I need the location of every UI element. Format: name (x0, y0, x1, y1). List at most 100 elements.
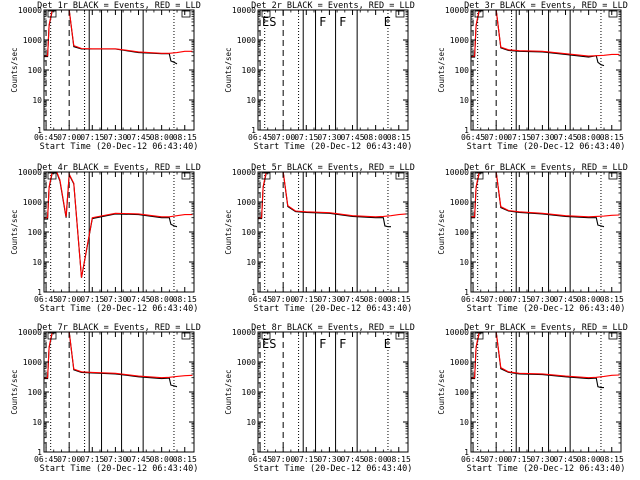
x-tick-label: 08:00 (150, 455, 174, 464)
y-tick-label: 1 (37, 448, 42, 457)
y-tick-label: 10 (32, 96, 42, 105)
y-tick-label: 100 (455, 66, 470, 75)
legend-box (608, 332, 618, 340)
series-line-events (44, 172, 178, 278)
y-axis-label: Counts/sec (224, 209, 233, 254)
y-tick-label: 10000 (18, 168, 42, 177)
x-tick-label: 07:15 (80, 133, 104, 142)
x-tick-label: 06:45 (248, 295, 272, 304)
x-tick-label: 07:45 (553, 133, 577, 142)
x-tick-label: 07:30 (530, 455, 554, 464)
event-label: E (384, 337, 391, 351)
legend-box (608, 172, 618, 180)
y-tick-label: 10 (459, 418, 469, 427)
y-tick-label: 1 (37, 288, 42, 297)
y-tick-label: 1000 (450, 198, 469, 207)
chart-title: Det 5r BLACK = Events, RED = LLD (251, 163, 415, 173)
legend-box (261, 172, 271, 180)
x-tick-label: 08:15 (600, 133, 624, 142)
y-tick-label: 1000 (23, 358, 42, 367)
chart-title: Det 9r BLACK = Events, RED = LLD (464, 323, 628, 333)
y-axis-label: Counts/sec (10, 209, 19, 254)
legend-box (474, 10, 484, 18)
event-label: F (339, 15, 346, 29)
x-tick-label: 07:30 (317, 295, 341, 304)
y-tick-label: 1 (251, 448, 256, 457)
x-tick-label: 08:00 (364, 295, 388, 304)
x-tick-label: 06:45 (34, 133, 58, 142)
chart-panel-5: Det 5r BLACK = Events, RED = LLD 1 10 100 10… (224, 163, 415, 314)
x-axis-label: Start Time (20-Dec-12 06:43:40) (40, 464, 199, 474)
series-line-events (44, 332, 178, 388)
chart-panel-3: Det 3r BLACK = Events, RED = LLD 1 10 100 10… (437, 1, 628, 152)
x-tick-label: 07:45 (553, 295, 577, 304)
x-tick-label: 08:15 (173, 455, 197, 464)
x-tick-label: 07:45 (126, 133, 150, 142)
chart-panel-7: Det 7r BLACK = Events, RED = LLD 1 10 100 10… (10, 323, 201, 474)
event-label: F (339, 337, 346, 351)
x-axis-label: Start Time (20-Dec-12 06:43:40) (40, 142, 199, 152)
x-tick-label: 07:00 (271, 455, 295, 464)
legend-box (474, 172, 484, 180)
x-tick-label: 08:15 (173, 133, 197, 142)
x-tick-label: 08:15 (173, 295, 197, 304)
chart-panel-2: Det 2r BLACK = Events, RED = LLD ES F F E 1 10… (224, 1, 415, 152)
plot-frame (470, 331, 622, 453)
y-tick-label: 100 (455, 388, 470, 397)
x-tick-label: 07:15 (80, 295, 104, 304)
x-tick-label: 07:15 (507, 455, 531, 464)
y-tick-label: 1 (37, 126, 42, 135)
x-axis-label: Start Time (20-Dec-12 06:43:40) (40, 304, 199, 314)
y-tick-label: 100 (28, 66, 43, 75)
x-tick-label: 07:30 (103, 295, 127, 304)
chart-panel-8: Det 8r BLACK = Events, RED = LLD ES F F E 1 10… (224, 323, 415, 474)
series-line-lld (471, 10, 620, 57)
series-line-events (471, 172, 605, 228)
x-tick-label: 06:45 (461, 455, 485, 464)
series-line-events (44, 10, 178, 65)
chart-title: Det 8r BLACK = Events, RED = LLD (251, 323, 415, 333)
x-tick-label: 08:15 (387, 133, 411, 142)
y-tick-label: 1000 (23, 36, 42, 45)
y-tick-label: 10000 (232, 6, 256, 15)
y-tick-label: 10000 (18, 6, 42, 15)
plot-frame (470, 171, 622, 293)
x-tick-label: 08:00 (364, 133, 388, 142)
y-axis-label: Counts/sec (437, 209, 446, 254)
x-tick-label: 07:30 (103, 455, 127, 464)
y-tick-label: 100 (242, 388, 257, 397)
legend-box (395, 10, 405, 18)
legend-box (181, 172, 191, 180)
series-line-lld (471, 332, 620, 379)
series-line-lld (44, 172, 193, 278)
x-axis-label: Start Time (20-Dec-12 06:43:40) (467, 464, 626, 474)
y-tick-label: 10 (32, 258, 42, 267)
chart-title: Det 3r BLACK = Events, RED = LLD (464, 1, 628, 11)
x-axis-label: Start Time (20-Dec-12 06:43:40) (254, 464, 413, 474)
x-tick-label: 08:00 (364, 455, 388, 464)
y-tick-label: 100 (455, 228, 470, 237)
y-tick-label: 10 (246, 258, 256, 267)
plot-frame (43, 331, 195, 453)
chart-title: Det 2r BLACK = Events, RED = LLD (251, 1, 415, 11)
legend-box (47, 10, 57, 18)
chart-title: Det 1r BLACK = Events, RED = LLD (37, 1, 201, 11)
x-tick-label: 07:45 (126, 295, 150, 304)
x-tick-label: 08:15 (387, 295, 411, 304)
y-tick-label: 10 (32, 418, 42, 427)
y-tick-label: 10000 (232, 168, 256, 177)
event-label: ES (262, 15, 276, 29)
chart-panel-9: Det 9r BLACK = Events, RED = LLD 1 10 100 10… (437, 323, 628, 474)
y-axis-label: Counts/sec (10, 369, 19, 414)
x-tick-label: 07:00 (57, 295, 81, 304)
y-tick-label: 100 (242, 66, 257, 75)
x-tick-label: 06:45 (34, 295, 58, 304)
x-tick-label: 08:00 (150, 295, 174, 304)
plot-frame (257, 171, 409, 293)
series-line-lld (258, 172, 407, 219)
x-tick-label: 07:15 (294, 133, 318, 142)
y-tick-label: 10000 (445, 168, 469, 177)
chart-title: Det 6r BLACK = Events, RED = LLD (464, 163, 628, 173)
